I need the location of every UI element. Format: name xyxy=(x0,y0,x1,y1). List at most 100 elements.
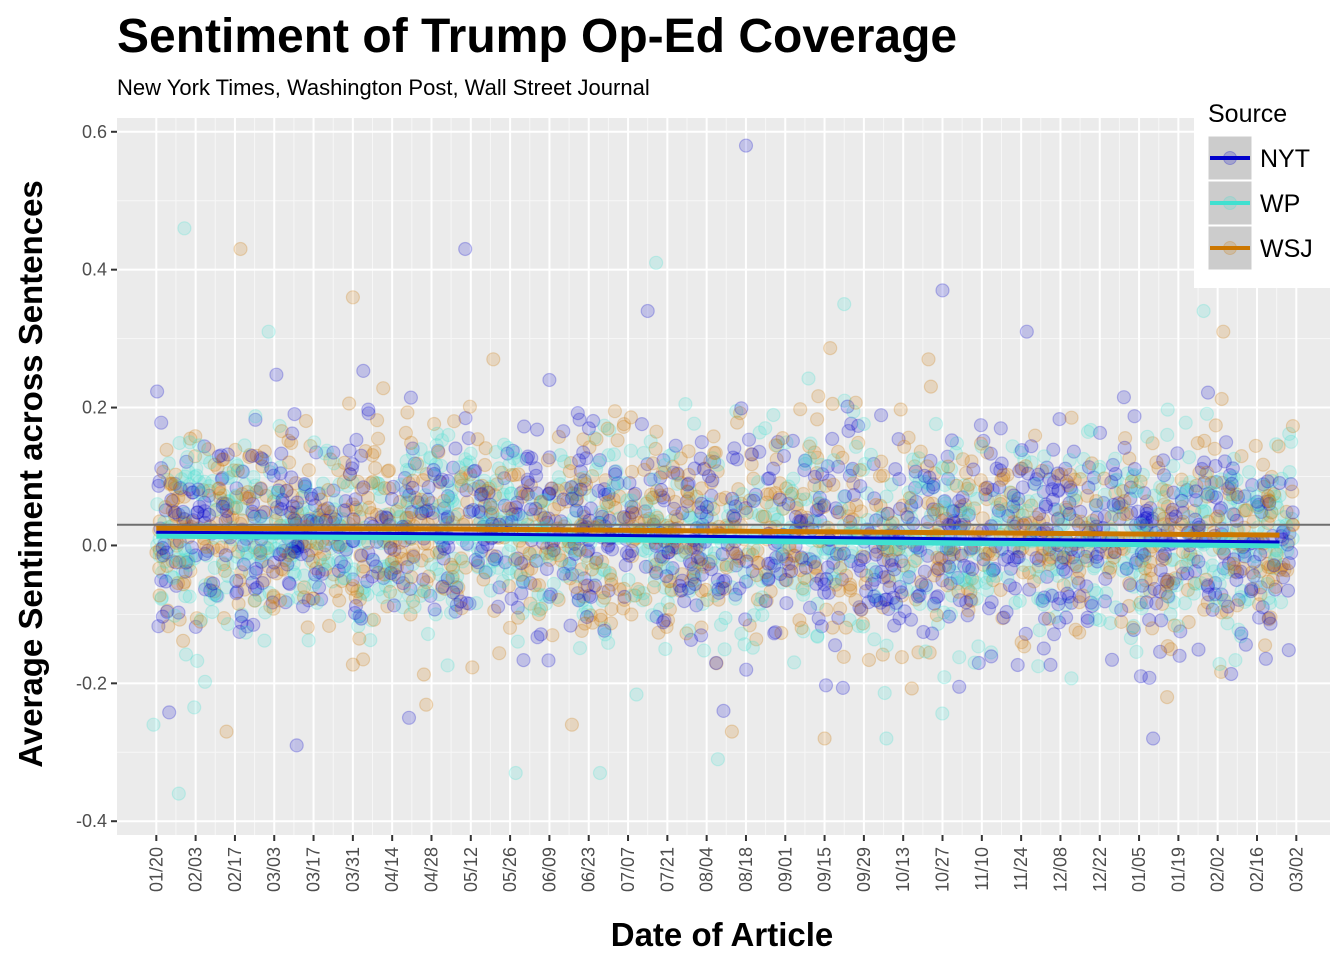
data-point xyxy=(841,501,857,516)
data-point xyxy=(865,562,880,577)
data-point xyxy=(351,618,366,634)
data-point xyxy=(1187,576,1202,591)
data-point xyxy=(981,601,997,616)
data-point xyxy=(495,573,511,589)
data-point xyxy=(741,573,756,588)
data-point xyxy=(704,562,719,577)
data-point xyxy=(1170,618,1186,634)
data-point xyxy=(897,604,912,619)
data-point xyxy=(275,496,290,511)
data-point xyxy=(327,502,342,517)
data-point xyxy=(982,561,997,577)
data-point xyxy=(1099,586,1114,601)
data-point xyxy=(510,610,526,625)
data-point xyxy=(969,491,985,506)
data-point xyxy=(784,486,800,501)
data-point xyxy=(356,652,371,667)
data-point xyxy=(1027,476,1042,491)
data-point xyxy=(920,548,935,563)
data-point xyxy=(808,545,823,560)
data-point xyxy=(597,563,612,578)
data-point xyxy=(198,582,213,597)
data-point xyxy=(159,442,174,457)
data-point xyxy=(258,605,273,620)
data-point xyxy=(920,476,935,491)
data-point xyxy=(171,605,186,620)
data-point xyxy=(962,571,977,586)
data-point xyxy=(563,618,578,633)
data-point xyxy=(892,501,908,516)
data-point xyxy=(616,419,631,434)
data-point xyxy=(546,542,562,557)
data-point xyxy=(1227,564,1242,579)
data-point xyxy=(348,590,363,605)
data-point xyxy=(579,451,594,466)
data-point xyxy=(920,459,935,474)
data-point xyxy=(287,567,302,582)
data-point xyxy=(851,516,867,531)
data-point xyxy=(1011,491,1026,506)
data-point xyxy=(1149,455,1164,470)
data-point xyxy=(679,626,694,641)
data-point xyxy=(930,616,946,632)
data-point xyxy=(1282,526,1297,541)
data-point xyxy=(280,592,296,608)
data-point xyxy=(694,567,710,582)
data-point xyxy=(955,452,971,467)
data-point xyxy=(927,504,943,519)
data-point xyxy=(616,509,632,525)
data-point xyxy=(1259,494,1275,509)
data-point xyxy=(1107,473,1122,488)
data-point xyxy=(946,503,961,518)
data-point xyxy=(257,539,272,554)
data-point xyxy=(1063,467,1078,482)
data-point xyxy=(570,543,586,558)
data-point xyxy=(516,484,531,499)
data-point xyxy=(1229,487,1244,502)
data-point xyxy=(1212,576,1227,592)
data-point xyxy=(781,556,796,571)
data-point xyxy=(496,487,511,502)
data-point xyxy=(470,560,485,575)
data-point xyxy=(544,481,560,496)
data-point xyxy=(1065,550,1080,565)
data-point xyxy=(781,563,797,579)
data-point xyxy=(942,503,957,518)
data-point xyxy=(323,509,338,524)
data-point xyxy=(333,554,349,570)
data-point xyxy=(918,580,934,595)
data-point xyxy=(298,478,313,493)
data-point xyxy=(444,483,460,498)
data-point xyxy=(911,645,926,660)
data-point xyxy=(329,509,344,525)
data-point xyxy=(284,435,299,451)
data-point xyxy=(277,552,292,568)
data-point xyxy=(240,546,255,562)
data-point xyxy=(1111,500,1127,515)
data-point xyxy=(462,399,477,414)
data-point xyxy=(234,608,249,624)
data-point xyxy=(835,558,850,573)
data-point xyxy=(665,560,680,576)
data-point xyxy=(234,615,249,630)
data-point xyxy=(489,552,504,568)
data-point xyxy=(342,443,357,458)
data-point xyxy=(991,508,1006,523)
data-point xyxy=(779,435,794,450)
data-point xyxy=(403,502,419,517)
data-point xyxy=(171,786,186,801)
data-point xyxy=(217,563,232,579)
data-point xyxy=(602,423,617,438)
data-point xyxy=(851,418,866,433)
data-point xyxy=(1213,664,1229,680)
data-point xyxy=(762,471,777,486)
data-point xyxy=(1256,477,1271,492)
data-point xyxy=(1044,550,1059,565)
data-point xyxy=(524,561,539,576)
data-point xyxy=(562,556,577,572)
data-point xyxy=(1247,554,1262,570)
data-point xyxy=(289,500,304,515)
data-point xyxy=(440,479,455,494)
data-point xyxy=(405,480,420,495)
data-point xyxy=(967,655,982,670)
